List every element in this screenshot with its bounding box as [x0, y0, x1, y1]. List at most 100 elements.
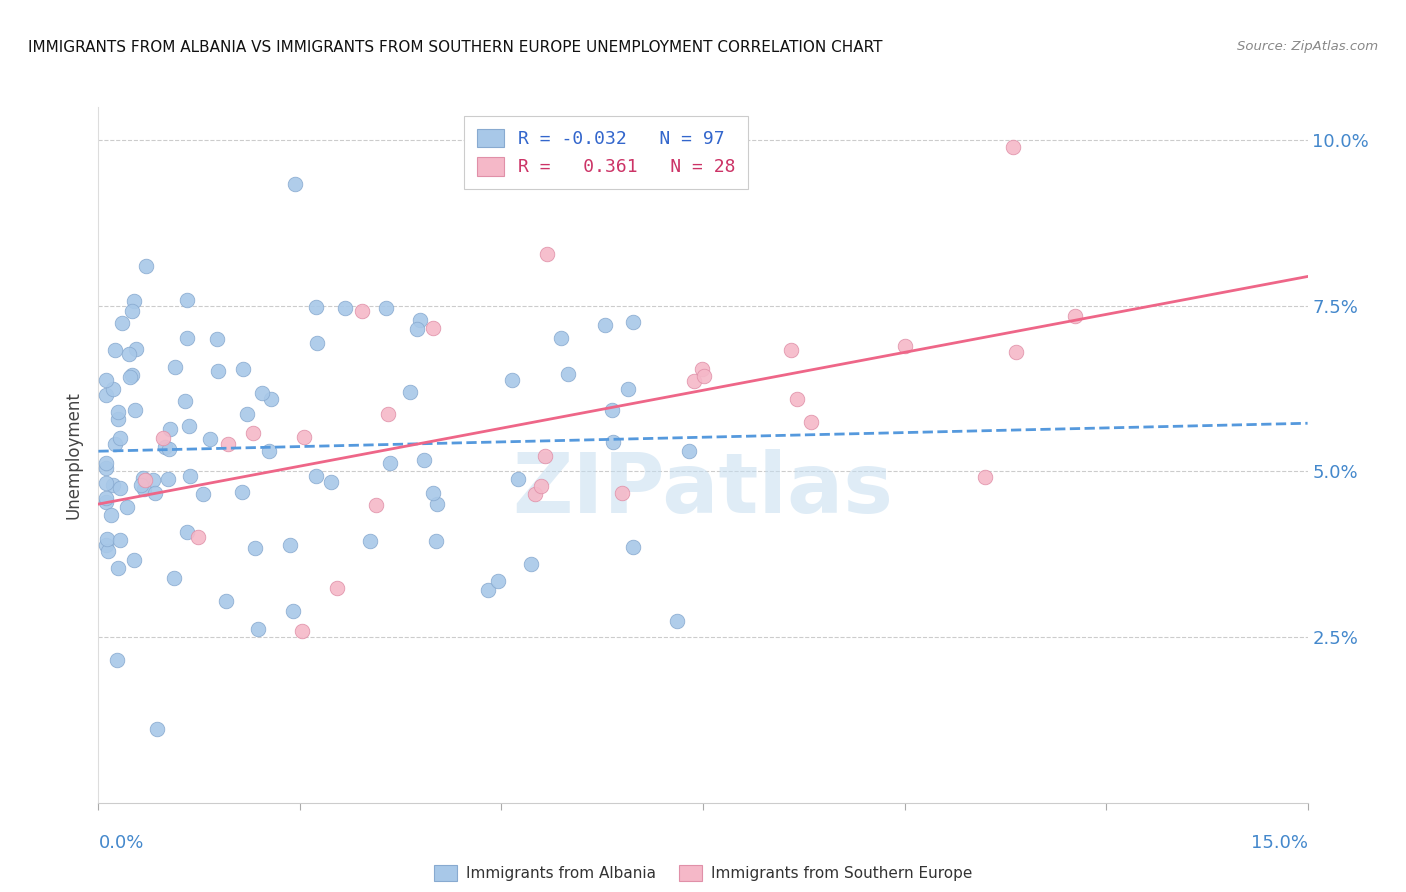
Point: [693, 368, 716, 383]
Point: [247, 622, 270, 636]
Point: [232, 362, 254, 376]
Point: [108, 431, 131, 445]
Point: [120, 370, 142, 384]
Point: [131, 471, 153, 485]
Point: [152, 431, 174, 445]
Point: [621, 540, 644, 554]
Point: [124, 403, 146, 417]
Legend: Immigrants from Albania, Immigrants from Southern Europe: Immigrants from Albania, Immigrants from…: [427, 859, 979, 888]
Point: [333, 301, 356, 315]
Point: [422, 321, 444, 335]
Point: [520, 557, 543, 571]
Text: Source: ZipAtlas.com: Source: ZipAtlas.com: [1237, 40, 1378, 54]
Point: [780, 343, 803, 357]
Text: 15.0%: 15.0%: [1250, 834, 1308, 852]
Point: [406, 322, 429, 336]
Point: [893, 339, 915, 353]
Point: [305, 468, 328, 483]
Point: [786, 392, 808, 406]
Point: [187, 530, 209, 544]
Point: [292, 430, 315, 444]
Point: [159, 422, 181, 436]
Point: [524, 487, 547, 501]
Point: [176, 293, 198, 307]
Point: [121, 368, 143, 382]
Point: [215, 593, 238, 607]
Point: [231, 485, 253, 500]
Point: [610, 486, 633, 500]
Point: [621, 315, 644, 329]
Point: [163, 359, 186, 374]
Point: [683, 374, 706, 388]
Point: [557, 368, 579, 382]
Point: [280, 538, 302, 552]
Point: [550, 331, 572, 345]
Text: IMMIGRANTS FROM ALBANIA VS IMMIGRANTS FROM SOUTHERN EUROPE UNEMPLOYMENT CORRELAT: IMMIGRANTS FROM ALBANIA VS IMMIGRANTS FR…: [28, 40, 883, 55]
Point: [176, 525, 198, 540]
Point: [250, 385, 273, 400]
Point: [666, 615, 689, 629]
Point: [536, 247, 558, 261]
Point: [107, 560, 129, 574]
Point: [326, 581, 349, 595]
Point: [108, 533, 131, 547]
Point: [260, 392, 283, 406]
Point: [800, 415, 823, 429]
Point: [117, 500, 139, 515]
Point: [506, 472, 529, 486]
Point: [217, 437, 239, 451]
Point: [399, 385, 422, 400]
Point: [153, 440, 176, 454]
Point: [96, 387, 118, 401]
Point: [97, 543, 120, 558]
Point: [143, 486, 166, 500]
Point: [425, 534, 447, 549]
Point: [426, 497, 449, 511]
Y-axis label: Unemployment: Unemployment: [65, 391, 83, 519]
Point: [198, 432, 221, 446]
Point: [96, 456, 118, 470]
Point: [179, 469, 201, 483]
Point: [107, 411, 129, 425]
Point: [159, 442, 181, 456]
Point: [408, 313, 430, 327]
Point: [305, 300, 328, 314]
Point: [96, 491, 118, 505]
Point: [352, 304, 374, 318]
Point: [104, 436, 127, 450]
Point: [600, 403, 623, 417]
Point: [284, 177, 307, 191]
Point: [291, 624, 314, 639]
Point: [602, 435, 624, 450]
Point: [616, 382, 638, 396]
Point: [422, 486, 444, 500]
Point: [96, 495, 118, 509]
Point: [142, 473, 165, 487]
Point: [413, 453, 436, 467]
Point: [176, 331, 198, 345]
Point: [281, 605, 304, 619]
Point: [207, 364, 229, 378]
Point: [678, 443, 700, 458]
Point: [100, 508, 122, 523]
Point: [105, 653, 128, 667]
Point: [205, 332, 228, 346]
Point: [193, 487, 215, 501]
Point: [110, 316, 132, 330]
Point: [132, 482, 155, 496]
Point: [96, 460, 118, 475]
Text: 0.0%: 0.0%: [98, 834, 143, 852]
Point: [163, 571, 186, 585]
Point: [1005, 344, 1028, 359]
Point: [96, 476, 118, 491]
Point: [534, 449, 557, 463]
Point: [146, 722, 169, 736]
Point: [359, 534, 381, 549]
Text: ZIPatlas: ZIPatlas: [513, 450, 893, 530]
Point: [690, 361, 713, 376]
Point: [236, 408, 259, 422]
Point: [122, 553, 145, 567]
Point: [122, 293, 145, 308]
Point: [96, 532, 118, 546]
Point: [125, 342, 148, 356]
